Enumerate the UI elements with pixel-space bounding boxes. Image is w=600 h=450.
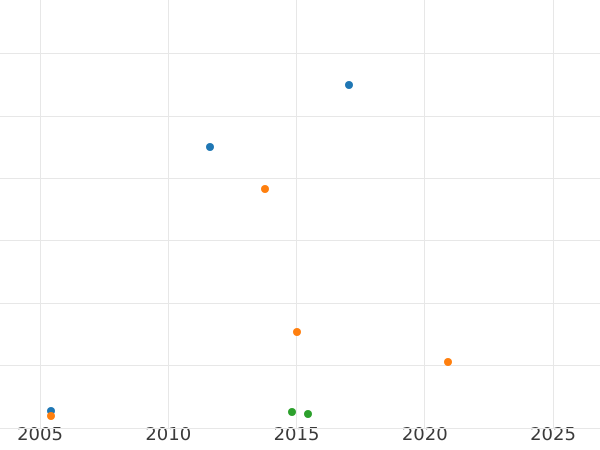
y-gridline — [0, 115, 600, 117]
x-gridline — [552, 0, 554, 428]
x-gridline — [296, 0, 297, 428]
x-tick-label: 2025 — [530, 424, 576, 445]
x-gridline — [167, 0, 169, 428]
x-tick-label: 2010 — [145, 424, 192, 445]
y-gridline — [0, 427, 600, 429]
y-gridline — [0, 240, 600, 242]
x-tick-label: 2005 — [17, 424, 63, 445]
data-point-series-blue — [47, 407, 56, 416]
x-tick-label: 2020 — [401, 424, 448, 445]
data-point-series-green — [287, 407, 296, 416]
data-point-series-orange — [47, 412, 56, 421]
y-gridline — [0, 365, 600, 367]
data-point-series-orange — [292, 327, 301, 336]
y-gridline — [0, 302, 600, 304]
y-gridline — [0, 53, 600, 55]
x-tick-label: 2015 — [273, 424, 320, 445]
data-point-series-blue — [206, 143, 215, 152]
x-gridline — [424, 0, 426, 428]
data-point-series-blue — [344, 80, 353, 89]
data-point-series-orange — [443, 357, 452, 366]
data-point-series-orange — [261, 185, 270, 193]
x-gridline — [39, 0, 41, 428]
data-point-series-green — [303, 410, 312, 419]
y-gridline — [0, 177, 600, 179]
